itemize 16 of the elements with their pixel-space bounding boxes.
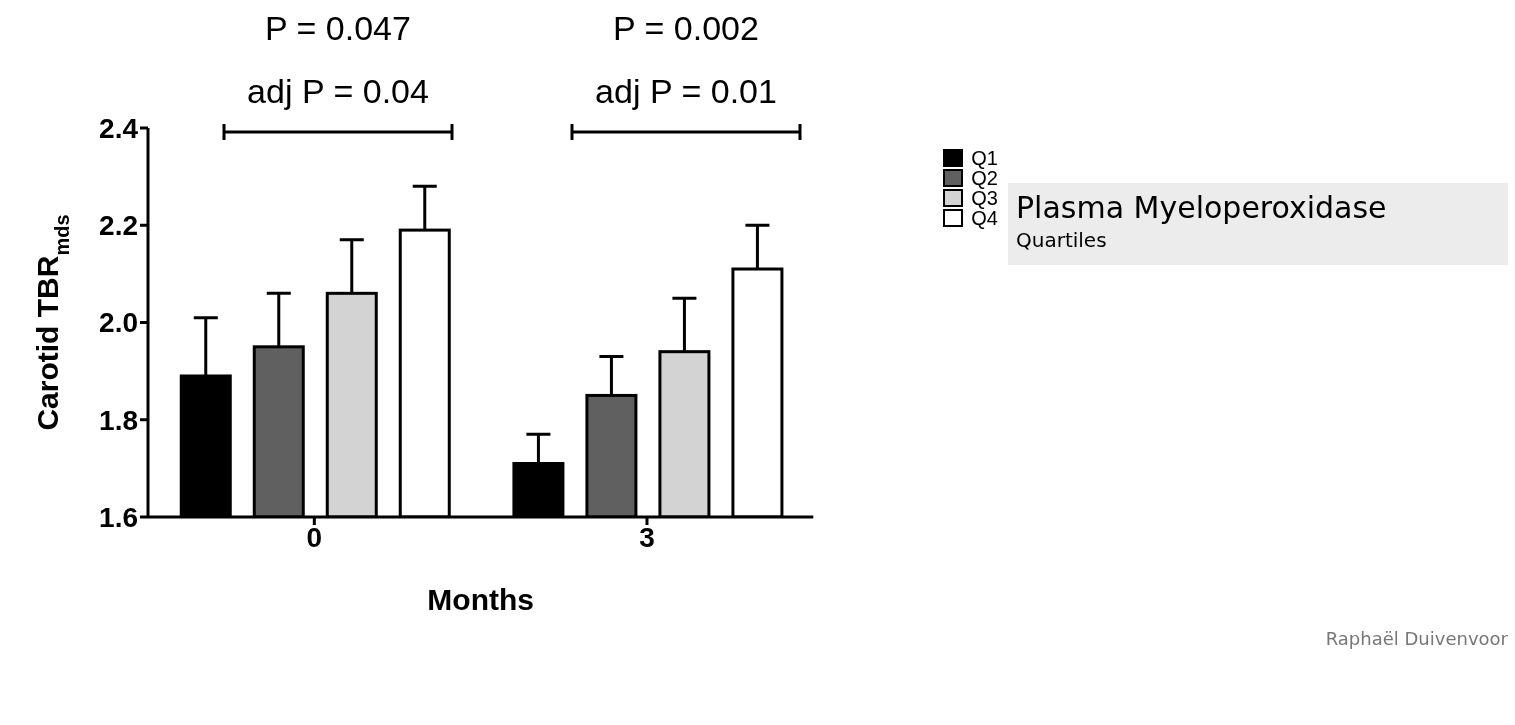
text: adj P = 0.04 (246, 71, 430, 111)
x-tick-label: 0 (306, 521, 323, 553)
text: Raphaël Duivenvoor (1325, 628, 1508, 649)
text: P = 0.047 (264, 8, 412, 48)
legend-label: Q1 (971, 147, 998, 169)
y-tick-label: 1.6 (99, 501, 138, 533)
text: Plasma Myeloperoxidase (1016, 189, 1388, 227)
text: Quartiles (1016, 227, 1108, 253)
x-tick-label: 3 (639, 521, 655, 553)
y-tick-label: 2.2 (99, 210, 138, 242)
y-tick-label: 2.0 (99, 307, 138, 339)
text: P = 0.002 (612, 8, 760, 48)
y-tick-label: 2.4 (99, 112, 139, 144)
text: adj P = 0.01 (594, 71, 778, 111)
x-axis-title: Months (427, 583, 534, 616)
y-tick-label: 1.8 (99, 404, 138, 436)
